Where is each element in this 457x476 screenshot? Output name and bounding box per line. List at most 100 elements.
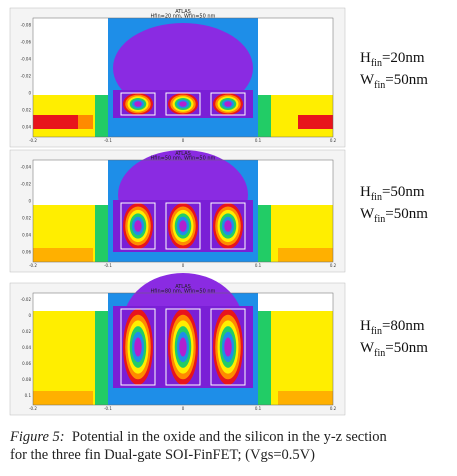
- x-tick-label: 0.2: [330, 263, 337, 268]
- potential-ring: [134, 220, 142, 232]
- value: =50nm: [385, 206, 428, 222]
- x-tick-label: 0.1: [255, 406, 262, 411]
- fin-outline: [165, 202, 201, 250]
- panel-subtitle: Hfin=50 nm, Wfin=50 nm: [151, 156, 216, 162]
- potential-ring: [134, 101, 142, 107]
- x-tick-label: -0.2: [29, 406, 37, 411]
- plot: [32, 150, 334, 263]
- y-tick-label: 0: [28, 199, 31, 204]
- y-tick-label: -0.04: [21, 57, 32, 62]
- caption: Figure 5: Potential in the oxide and the…: [10, 428, 450, 464]
- dimension-label: Wfin=50nm: [360, 206, 428, 225]
- region: [258, 205, 271, 262]
- x-tick-label: 0.2: [330, 138, 337, 143]
- x-tick-label: 0.1: [255, 263, 262, 268]
- symbol: H: [360, 50, 371, 66]
- potential-ring: [134, 337, 142, 357]
- symbol: W: [360, 340, 375, 356]
- x-tick-label: 0: [182, 263, 185, 268]
- x-tick-label: 0: [182, 406, 185, 411]
- potential-ring: [224, 220, 232, 232]
- panel-title: ATLAS: [175, 284, 191, 290]
- y-tick-label: 0.08: [22, 377, 31, 382]
- region: [95, 95, 108, 137]
- y-tick-label: -0.06: [21, 40, 32, 45]
- panel-subtitle: Hfin=80 nm, Wfin=50 nm: [151, 289, 216, 295]
- y-tick-label: -0.08: [21, 23, 32, 28]
- fin-outline: [210, 202, 246, 250]
- plot-border: [32, 159, 334, 263]
- potential-ring: [179, 220, 187, 232]
- fin-outline: [120, 308, 156, 386]
- panel-title: ATLAS: [175, 9, 191, 15]
- region: [95, 205, 108, 262]
- value: =20nm: [382, 50, 425, 66]
- x-tick-label: -0.1: [104, 138, 112, 143]
- region: [298, 115, 333, 129]
- region: [95, 311, 108, 405]
- y-tick-label: 0: [28, 91, 31, 96]
- x-tick-label: -0.1: [104, 406, 112, 411]
- potential-ring: [179, 337, 187, 357]
- panel-title: ATLAS: [175, 151, 191, 157]
- subscript: fin: [371, 192, 382, 203]
- region: [278, 248, 333, 262]
- x-tick-label: -0.1: [104, 263, 112, 268]
- region: [258, 95, 271, 137]
- value: =50nm: [385, 340, 428, 356]
- region: [33, 391, 93, 405]
- x-tick-label: 0.2: [330, 406, 337, 411]
- value: =50nm: [385, 72, 428, 88]
- y-tick-label: 0.06: [22, 361, 31, 366]
- fin-outline: [120, 92, 156, 116]
- dimension-label: Hfin=20nm: [360, 50, 425, 69]
- subscript: fin: [371, 326, 382, 337]
- dimension-label: Wfin=50nm: [360, 340, 428, 359]
- caption-line: for the three fin Dual-gate SOI-FinFET; …: [10, 447, 315, 463]
- y-tick-label: -0.02: [21, 74, 32, 79]
- plot: [32, 17, 334, 138]
- y-tick-label: 0.1: [25, 393, 32, 398]
- caption-label: Figure 5:: [10, 429, 65, 445]
- y-tick-label: 0.02: [22, 329, 31, 334]
- fin-outline: [165, 92, 201, 116]
- y-tick-label: 0.04: [22, 233, 31, 238]
- value: =50nm: [382, 184, 425, 200]
- fin-outline: [165, 308, 201, 386]
- symbol: W: [360, 72, 375, 88]
- fin-outline: [210, 308, 246, 386]
- dimension-label: Hfin=50nm: [360, 184, 425, 203]
- subscript: fin: [371, 58, 382, 69]
- region: [278, 391, 333, 405]
- value: =80nm: [382, 318, 425, 334]
- potential-ring: [224, 101, 232, 107]
- region: [78, 115, 93, 129]
- dimension-label: Hfin=80nm: [360, 318, 425, 337]
- subscript: fin: [374, 80, 385, 91]
- potential-ring: [224, 337, 232, 357]
- y-tick-label: -0.02: [21, 297, 32, 302]
- dimension-label: Wfin=50nm: [360, 72, 428, 91]
- panel-subtitle: Hfin=20 nm, Wfin=50 nm: [151, 14, 216, 20]
- subscript: fin: [374, 214, 385, 225]
- region: [33, 248, 93, 262]
- y-tick-label: 0.06: [22, 250, 31, 255]
- plot-border: [32, 17, 334, 138]
- x-tick-label: -0.2: [29, 138, 37, 143]
- x-tick-label: 0.1: [255, 138, 262, 143]
- region: [258, 311, 271, 405]
- symbol: W: [360, 206, 375, 222]
- plot: [32, 273, 334, 406]
- caption-line: Potential in the oxide and the silicon i…: [71, 429, 387, 445]
- x-tick-label: -0.2: [29, 263, 37, 268]
- y-tick-label: 0.02: [22, 108, 31, 113]
- y-tick-label: 0.04: [22, 345, 31, 350]
- potential-ring: [179, 101, 187, 107]
- fin-outline: [120, 202, 156, 250]
- region: [33, 115, 78, 129]
- subscript: fin: [374, 348, 385, 359]
- y-tick-label: 0.02: [22, 216, 31, 221]
- y-tick-label: -0.02: [21, 182, 32, 187]
